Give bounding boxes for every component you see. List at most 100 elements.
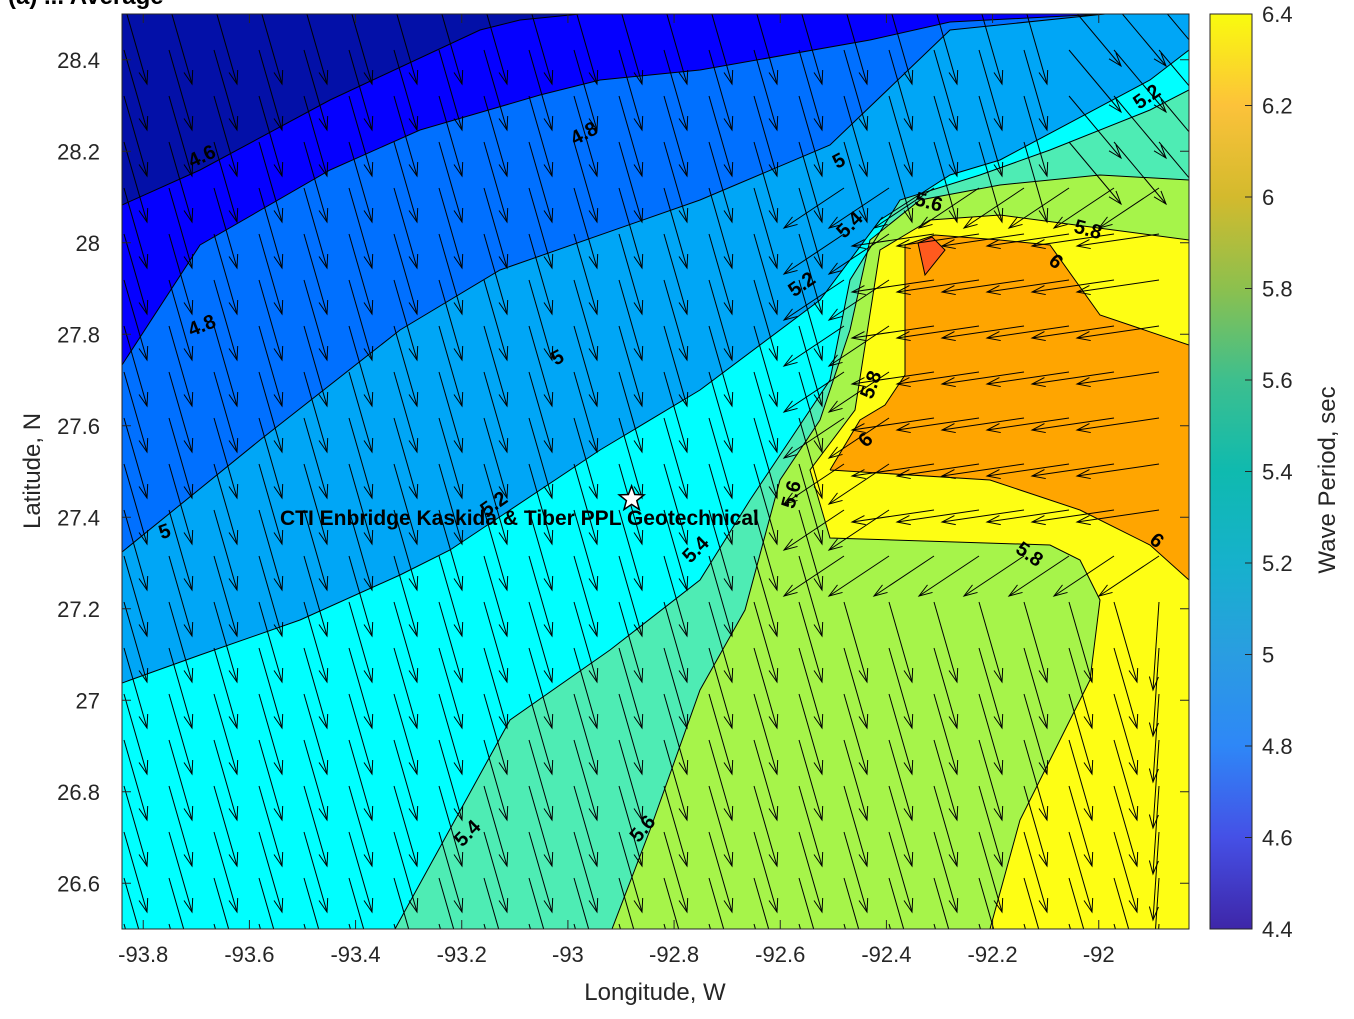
colorbar-label: Wave Period, sec (1314, 386, 1341, 573)
x-tick-label: -92.2 (968, 942, 1018, 967)
wind-arrow (348, 509, 374, 592)
wind-arrow (708, 279, 734, 362)
wind-arrow (850, 463, 935, 480)
wind-arrow (1075, 233, 1160, 250)
wind-arrow (798, 417, 824, 500)
wind-arrow (528, 279, 554, 362)
wind-arrow (438, 509, 464, 592)
wind-arrow (213, 601, 239, 684)
wind-arrow (798, 463, 824, 546)
wind-arrow (708, 95, 734, 178)
colorbar-tick-label: 6.4 (1262, 2, 1293, 27)
wind-arrow (618, 95, 644, 178)
wind-arrow (753, 371, 779, 454)
wind-arrow (573, 325, 599, 408)
wind-arrow (663, 785, 689, 868)
wind-arrow (850, 509, 935, 526)
wind-arrow (123, 371, 149, 454)
wind-arrow (393, 601, 419, 684)
wind-arrow (261, 14, 284, 86)
wind-arrow (917, 555, 980, 597)
wind-arrow (753, 233, 779, 316)
wind-arrow (438, 95, 464, 178)
band-6.0 (830, 235, 1189, 580)
wind-arrow (528, 785, 554, 868)
wind-arrow (528, 877, 545, 929)
wind-arrow (1068, 693, 1094, 776)
wind-arrow (798, 325, 824, 408)
wind-arrow (895, 463, 980, 480)
wind-arrow (258, 647, 284, 730)
wind-arrow (348, 739, 374, 822)
y-axis: 28.4 28.2 28 27.8 27.6 27.4 27.2 27 26.8 26.6 (57, 48, 1189, 896)
y-tick-label: 27.4 (57, 505, 100, 530)
wind-arrow (753, 463, 779, 546)
wind-arrow (168, 279, 194, 362)
wind-arrow (843, 785, 869, 868)
wind-arrow (258, 233, 284, 316)
wind-arrow (213, 509, 239, 592)
wind-arrow (985, 233, 1070, 250)
colorbar-tick-label: 4.6 (1262, 826, 1293, 851)
contour-line (122, 14, 581, 206)
wind-arrow (393, 95, 419, 178)
x-tick-label: -93 (552, 942, 584, 967)
wind-arrow (438, 371, 464, 454)
wind-arrow (123, 509, 149, 592)
wind-arrow (843, 877, 860, 929)
wind-arrow (213, 233, 239, 316)
contour-line (122, 14, 1106, 553)
wind-arrow (438, 601, 464, 684)
colorbar-tick-label: 5.4 (1262, 460, 1293, 485)
wind-arrow (978, 739, 1004, 822)
wind-arrow (827, 325, 890, 367)
wind-arrow (978, 49, 1004, 132)
wind-arrow (618, 49, 644, 132)
contour-fill (122, 14, 1189, 929)
wind-arrow (123, 647, 149, 730)
wind-arrow (782, 371, 845, 413)
wind-arrow (528, 601, 554, 684)
wind-arrow (618, 739, 644, 822)
wind-arrow (978, 95, 1004, 178)
wind-arrow (258, 417, 284, 500)
wind-arrow (798, 555, 824, 638)
wind-arrow (850, 325, 935, 342)
wind-arrow (438, 647, 464, 730)
wind-arrow (663, 509, 689, 592)
wind-arrow (1113, 693, 1139, 776)
wind-arrow (348, 647, 374, 730)
wind-arrow (573, 95, 599, 178)
band-4.6 (122, 14, 1105, 365)
wind-arrow (168, 509, 194, 592)
wind-arrow (303, 325, 329, 408)
wind-arrow (708, 325, 734, 408)
wind-arrow (1030, 325, 1115, 342)
colorbar-tick-label: 6.2 (1262, 94, 1293, 119)
wind-arrow (888, 693, 914, 776)
wind-arrow (168, 739, 194, 822)
wind-arrow (348, 555, 374, 638)
wind-arrow (618, 325, 644, 408)
wind-arrow (798, 141, 824, 224)
wind-arrow (850, 233, 935, 250)
wind-arrow (438, 279, 464, 362)
wind-arrow (666, 14, 689, 86)
contour-line (611, 174, 1189, 929)
wind-arrow (933, 831, 959, 914)
wind-arrow (708, 831, 734, 914)
wind-arrow (438, 233, 464, 316)
colorbar (1209, 13, 1253, 930)
wind-arrow (663, 601, 689, 684)
wind-arrow (618, 877, 635, 929)
colorbar-tick-label: 6 (1262, 185, 1274, 210)
wind-arrow (782, 417, 845, 459)
wind-arrow (528, 509, 554, 592)
wind-arrow (576, 14, 599, 86)
wind-arrow (348, 601, 374, 684)
wind-arrow (827, 555, 890, 597)
wind-arrow (528, 693, 554, 776)
wind-arrow (483, 463, 509, 546)
wind-arrow (348, 877, 365, 929)
wind-arrow (483, 831, 509, 914)
